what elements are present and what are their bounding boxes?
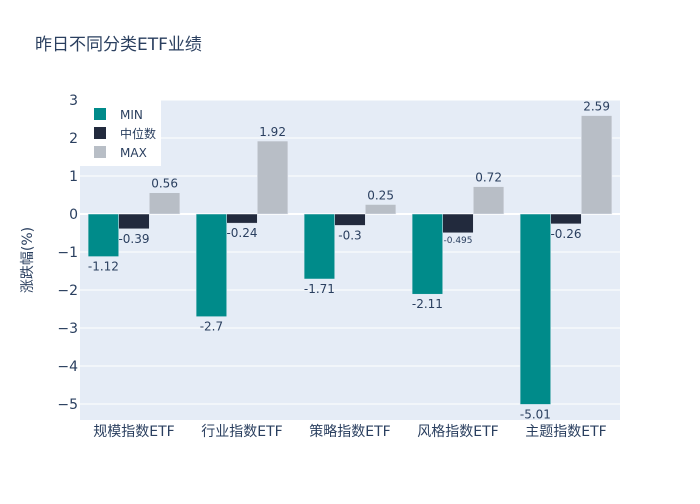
legend-label[interactable]: 中位数 <box>120 126 156 141</box>
legend-swatch[interactable] <box>94 108 106 120</box>
y-tick-label: −4 <box>57 359 78 375</box>
data-label: -1.71 <box>304 282 335 296</box>
y-axis-label: 涨跌幅(%) <box>20 227 36 293</box>
y-tick-label: −3 <box>57 321 78 337</box>
data-label: 0.25 <box>367 189 394 203</box>
bar-中位数 <box>442 213 474 234</box>
x-tick-label: 主题指数ETF <box>525 424 606 440</box>
bar-MAX <box>365 204 397 215</box>
bar-中位数 <box>118 213 150 230</box>
data-label: -0.24 <box>226 226 257 240</box>
bar-中位数 <box>550 213 582 225</box>
data-label: -0.3 <box>338 228 361 242</box>
chart-title: 昨日不同分类ETF业绩 <box>35 35 202 55</box>
data-label: -0.26 <box>550 227 581 241</box>
bar-MIN <box>519 213 551 405</box>
data-label: 0.72 <box>475 171 502 185</box>
data-label: -2.7 <box>200 320 223 334</box>
legend-label[interactable]: MAX <box>120 146 147 160</box>
y-tick-label: 2 <box>69 131 78 147</box>
data-label: -0.495 <box>443 236 472 246</box>
bar-MAX <box>473 186 505 215</box>
bar-MAX <box>149 192 181 215</box>
data-label: 2.59 <box>583 100 610 114</box>
legend: MIN 中位数 MAX <box>80 100 161 166</box>
bar-中位数 <box>334 213 366 226</box>
data-label: -0.39 <box>118 232 149 246</box>
legend-swatch[interactable] <box>94 127 106 139</box>
data-label: -2.11 <box>412 297 443 311</box>
bar-MIN <box>411 213 443 295</box>
y-tick-label: −2 <box>57 283 78 299</box>
legend-box <box>80 100 161 166</box>
data-label: -5.01 <box>520 407 551 421</box>
bar-MAX <box>257 140 289 215</box>
data-label: 1.92 <box>259 125 286 139</box>
y-tick-label: −5 <box>57 397 78 413</box>
data-label: -1.12 <box>88 260 119 274</box>
bar-MIN <box>87 213 119 257</box>
y-tick-label: 3 <box>69 93 78 109</box>
bar-中位数 <box>226 213 258 224</box>
y-tick-label: 0 <box>69 207 78 223</box>
y-tick-label: 1 <box>69 169 78 185</box>
bar-MIN <box>195 213 227 317</box>
bar-MIN <box>303 213 335 280</box>
legend-swatch[interactable] <box>94 146 106 158</box>
x-tick-label: 风格指数ETF <box>417 424 498 440</box>
x-tick-label: 行业指数ETF <box>201 424 282 440</box>
legend-label[interactable]: MIN <box>120 108 143 122</box>
y-tick-label: −1 <box>57 245 78 261</box>
x-tick-label: 策略指数ETF <box>309 423 390 440</box>
data-label: 0.56 <box>151 177 178 191</box>
bar-MAX <box>581 115 613 215</box>
x-tick-label: 规模指数ETF <box>93 424 174 440</box>
